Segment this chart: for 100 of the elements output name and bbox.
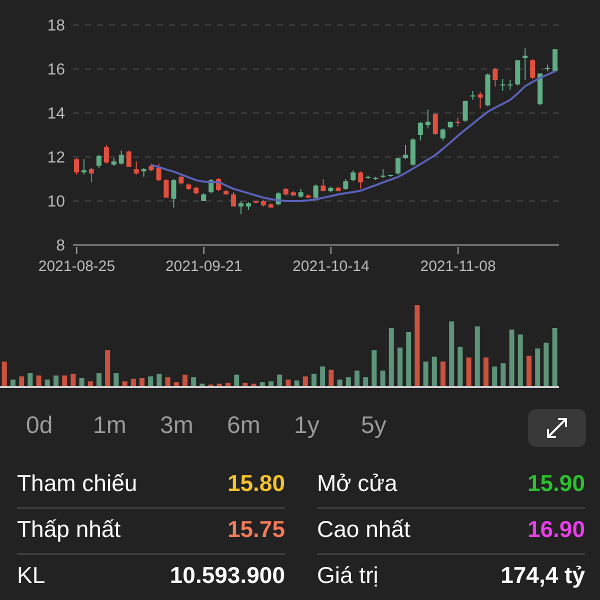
category-label: Giá trị: [317, 562, 378, 589]
bar: [191, 377, 196, 387]
bar: [363, 377, 368, 387]
candlestick: [238, 200, 244, 215]
text: 15.80: [227, 470, 285, 496]
candlestick: [470, 90, 476, 100]
candlestick: [74, 158, 79, 176]
bar: [500, 363, 506, 387]
candlestick: [313, 184, 318, 200]
candlestick: [500, 78, 506, 92]
text: 1y: [294, 412, 320, 440]
category-label: Thấp nhất: [17, 516, 121, 543]
bar: [380, 370, 386, 387]
category-label: KL: [17, 562, 46, 589]
bar: [2, 362, 7, 387]
text: 16.90: [527, 516, 585, 542]
bar: [492, 366, 498, 387]
candlestick: [478, 92, 483, 110]
candlestick: [350, 170, 356, 182]
bar: [165, 377, 170, 387]
candlestick: [171, 178, 176, 208]
bar: [114, 373, 119, 387]
candlestick: [425, 109, 430, 129]
candlestick: [522, 48, 528, 80]
y-tick-label: 12: [47, 150, 66, 167]
x-tick-label: 2021-08-25: [38, 258, 116, 275]
bar: [432, 356, 437, 387]
candlestick: [530, 58, 536, 80]
bar: [96, 373, 102, 387]
text: 1m: [93, 412, 126, 440]
bar: [518, 334, 523, 387]
candlestick: [402, 144, 408, 160]
bar: [234, 374, 240, 387]
candlestick: [118, 150, 124, 166]
bar: [62, 376, 68, 387]
candlestick: [440, 128, 446, 141]
candlestick: [432, 112, 438, 136]
x-tick-label: 2021-11-08: [420, 258, 496, 275]
x-tick-label: 2021-10-14: [292, 258, 370, 275]
bar: [182, 374, 188, 387]
candlestick: [358, 170, 364, 190]
bar: [388, 328, 394, 387]
candlestick: [156, 163, 162, 182]
candlestick: [552, 48, 558, 72]
candlestick: [81, 158, 86, 176]
bar: [483, 357, 488, 387]
candlestick: [104, 144, 109, 164]
text: 15.90: [527, 470, 585, 496]
bar: [354, 370, 360, 387]
y-tick-label: 18: [47, 18, 66, 35]
candlestick: [396, 158, 401, 176]
x-tick-label: 2021-09-21: [165, 258, 242, 275]
bar: [311, 374, 316, 387]
candlestick: [508, 80, 513, 90]
candlestick: [492, 67, 498, 88]
bar: [414, 305, 420, 387]
y-tick-label: 16: [47, 62, 66, 79]
text: 15.75: [227, 516, 285, 542]
category-label: Mở cửa: [317, 470, 398, 497]
bar: [406, 332, 412, 387]
y-tick-label: 14: [47, 106, 66, 123]
bar: [526, 356, 532, 387]
bar: [105, 350, 110, 387]
candlestick: [418, 121, 423, 141]
text: 3m: [160, 412, 194, 440]
text: 10.593.900: [170, 562, 285, 588]
bar: [440, 362, 446, 387]
category-label: Cao nhất: [317, 516, 410, 543]
candlestick: [320, 178, 326, 192]
candlestick: [231, 192, 236, 207]
bar: [320, 366, 326, 387]
y-tick-label: 10: [47, 194, 66, 211]
bar: [372, 350, 377, 387]
candlestick: [96, 154, 102, 168]
text: 6m: [227, 412, 260, 440]
category-label: Tham chiếu: [17, 470, 138, 497]
bar: [552, 328, 558, 387]
candlestick: [134, 160, 139, 176]
candlestick: [462, 100, 468, 122]
text: 174,4 tỷ: [500, 562, 585, 588]
bar: [535, 348, 540, 387]
bar: [53, 376, 58, 387]
bar: [458, 346, 463, 387]
candlestick: [126, 150, 132, 168]
bar: [28, 373, 33, 387]
bar: [509, 330, 514, 387]
bar: [70, 374, 76, 387]
text: 5y: [361, 412, 386, 440]
bar: [474, 326, 480, 387]
candlestick: [343, 178, 348, 190]
candlestick: [164, 178, 169, 198]
bar: [346, 377, 351, 387]
bar: [423, 362, 428, 387]
bar: [466, 357, 472, 387]
bar: [544, 342, 549, 387]
bar: [328, 370, 334, 387]
bar: [277, 374, 282, 387]
y-tick-label: 8: [56, 238, 66, 255]
candlestick: [88, 168, 94, 183]
bar: [36, 376, 42, 387]
